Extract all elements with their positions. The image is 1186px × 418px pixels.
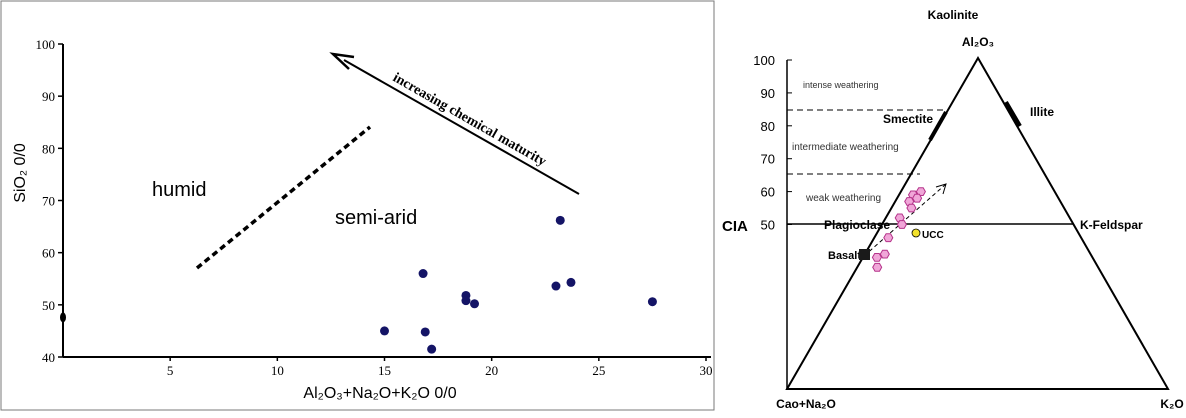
- ucc-marker: [911, 228, 921, 238]
- sample-point: [912, 193, 923, 203]
- x-tick-label: 25: [592, 363, 605, 378]
- data-point: [60, 312, 66, 323]
- y-tick-label: 90: [42, 89, 55, 104]
- data-point: [461, 296, 471, 306]
- ternary-panel: 50 60 70 80 90 100 Kaolinite Al₂O₃ Cao+Na₂O K…: [722, 8, 1184, 411]
- x-tick-label: 20: [485, 363, 498, 378]
- sample-point: [906, 203, 917, 213]
- sample-point: [871, 253, 882, 262]
- data-point: [470, 299, 480, 309]
- sample-point: [896, 220, 907, 229]
- scatter-frame: [0, 0, 715, 411]
- cia-tick-label: 80: [761, 119, 775, 134]
- weathering-trend-arrowhead: [935, 183, 947, 195]
- kaolinite-label: Kaolinite: [928, 8, 979, 22]
- y-axis-label: SiO₂ 0/0: [12, 143, 29, 203]
- cia-tick-label: 90: [761, 86, 775, 101]
- data-point: [647, 297, 657, 307]
- data-point: [420, 327, 430, 337]
- basalt-label: Basalt: [828, 250, 861, 262]
- top-apex-label: Al₂O₃: [962, 35, 994, 49]
- illite-mark: [1004, 100, 1022, 128]
- smectite-label: Smectite: [883, 112, 933, 126]
- sample-point: [915, 187, 926, 196]
- scatter-points: [60, 215, 657, 354]
- x-axis-label: Al₂O₃+Na₂O+K₂O 0/0: [303, 385, 456, 402]
- humid-label: humid: [152, 179, 206, 201]
- scatter-ticks: 5 10 15 20 25 30 40 50 60 70 80 90 100: [36, 37, 713, 378]
- cia-tick-label: 60: [761, 185, 775, 200]
- basalt-marker: [859, 249, 870, 260]
- sample-point: [883, 233, 894, 243]
- weak-weathering-label: weak weathering: [805, 193, 881, 204]
- y-tick-label: 40: [42, 350, 55, 365]
- data-point: [551, 281, 561, 291]
- scatter-panel: 5 10 15 20 25 30 40 50 60 70 80 90 100 increasing ch…: [0, 0, 715, 411]
- cia-tick-label: 50: [761, 218, 775, 233]
- data-point: [555, 215, 565, 225]
- x-tick-label: 5: [167, 363, 174, 378]
- cia-axis-label: CIA: [722, 218, 748, 235]
- data-point: [427, 344, 437, 354]
- data-point: [380, 326, 389, 336]
- y-tick-label: 70: [42, 194, 55, 209]
- maturity-arrow-shaft: [343, 59, 580, 195]
- arrow-label: increasing chemical maturity: [390, 70, 549, 169]
- intense-weathering-label: intense weathering: [803, 80, 879, 90]
- data-point: [566, 277, 576, 287]
- semi-arid-label: semi-arid: [335, 207, 417, 229]
- ternary-samples: [871, 187, 926, 272]
- intermediate-weathering-label: intermediate weathering: [792, 142, 899, 153]
- cia-tick-label: 100: [753, 53, 775, 68]
- y-tick-label: 60: [42, 246, 55, 261]
- maturity-arrow-head: [329, 52, 355, 70]
- climate-divider-line: [195, 125, 372, 270]
- x-tick-label: 15: [378, 363, 391, 378]
- right-apex-label: K₂O: [1160, 397, 1183, 411]
- illite-label: Illite: [1030, 105, 1054, 119]
- k-feldspar-label: K-Feldspar: [1080, 218, 1143, 232]
- ucc-label: UCC: [922, 230, 944, 241]
- cia-tick-label: 70: [761, 152, 775, 167]
- x-tick-label: 10: [271, 363, 284, 378]
- plagioclase-label: Plagioclase: [824, 218, 890, 232]
- y-tick-label: 50: [42, 298, 55, 313]
- cia-ticks: 50 60 70 80 90 100: [753, 53, 792, 233]
- sample-point: [879, 249, 890, 259]
- left-apex-label: Cao+Na₂O: [776, 397, 836, 411]
- y-tick-label: 80: [42, 141, 55, 156]
- x-tick-label: 30: [700, 363, 713, 378]
- sample-point: [872, 262, 883, 272]
- data-point: [418, 269, 428, 279]
- y-tick-label: 100: [36, 37, 56, 52]
- smectite-mark: [928, 111, 948, 141]
